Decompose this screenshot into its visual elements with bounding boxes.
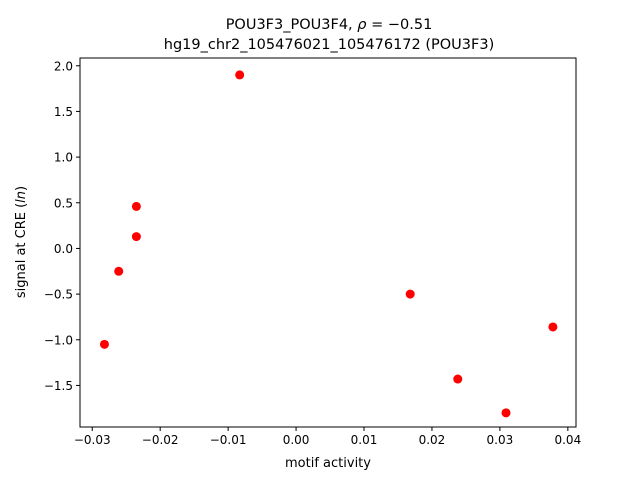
data-point: [501, 408, 511, 418]
x-tick-label: 0.00: [283, 433, 310, 447]
data-point: [453, 374, 463, 384]
y-tick-label: 1.5: [54, 105, 73, 119]
y-tick-label: −1.5: [44, 379, 73, 393]
data-points: [99, 70, 558, 418]
data-point: [405, 289, 415, 299]
x-tick-label: 0.04: [554, 433, 581, 447]
y-tick-label: 0.5: [54, 196, 73, 210]
y-tick-label: 1.0: [54, 151, 73, 165]
y-tick-label: −0.5: [44, 288, 73, 302]
x-tick-label: −0.02: [142, 433, 179, 447]
data-point: [99, 339, 109, 349]
y-axis: −1.5 −1.0 −0.5 0.0 0.5 1.0 1.5 2.0: [44, 59, 80, 393]
y-tick-label: 0.0: [54, 242, 73, 256]
y-tick-label: −1.0: [44, 333, 73, 347]
data-point: [114, 266, 124, 276]
x-axis-label: motif activity: [285, 456, 371, 471]
data-point: [235, 70, 245, 80]
x-axis: −0.03 −0.02 −0.01 0.00 0.01 0.02 0.03 0.04: [74, 427, 581, 447]
y-tick-label: 2.0: [54, 59, 73, 73]
axes-frame: [79, 57, 577, 428]
data-point: [131, 232, 141, 242]
y-axis-label: signal at CRE (ln): [14, 186, 29, 298]
chart-title-line2: hg19_chr2_105476021_105476172 (POU3F3): [164, 37, 494, 53]
x-tick-label: −0.01: [210, 433, 247, 447]
x-tick-label: −0.03: [74, 433, 111, 447]
x-tick-label: 0.02: [419, 433, 446, 447]
plot-area: −0.03 −0.02 −0.01 0.00 0.01 0.02 0.03 0.04 −1.5…: [44, 57, 581, 447]
data-point: [131, 201, 141, 211]
x-tick-label: 0.01: [351, 433, 378, 447]
x-tick-label: 0.03: [487, 433, 514, 447]
chart-title-line1: POU3F3_POU3F4, ρ = −0.51: [226, 17, 433, 33]
data-point: [548, 322, 558, 332]
